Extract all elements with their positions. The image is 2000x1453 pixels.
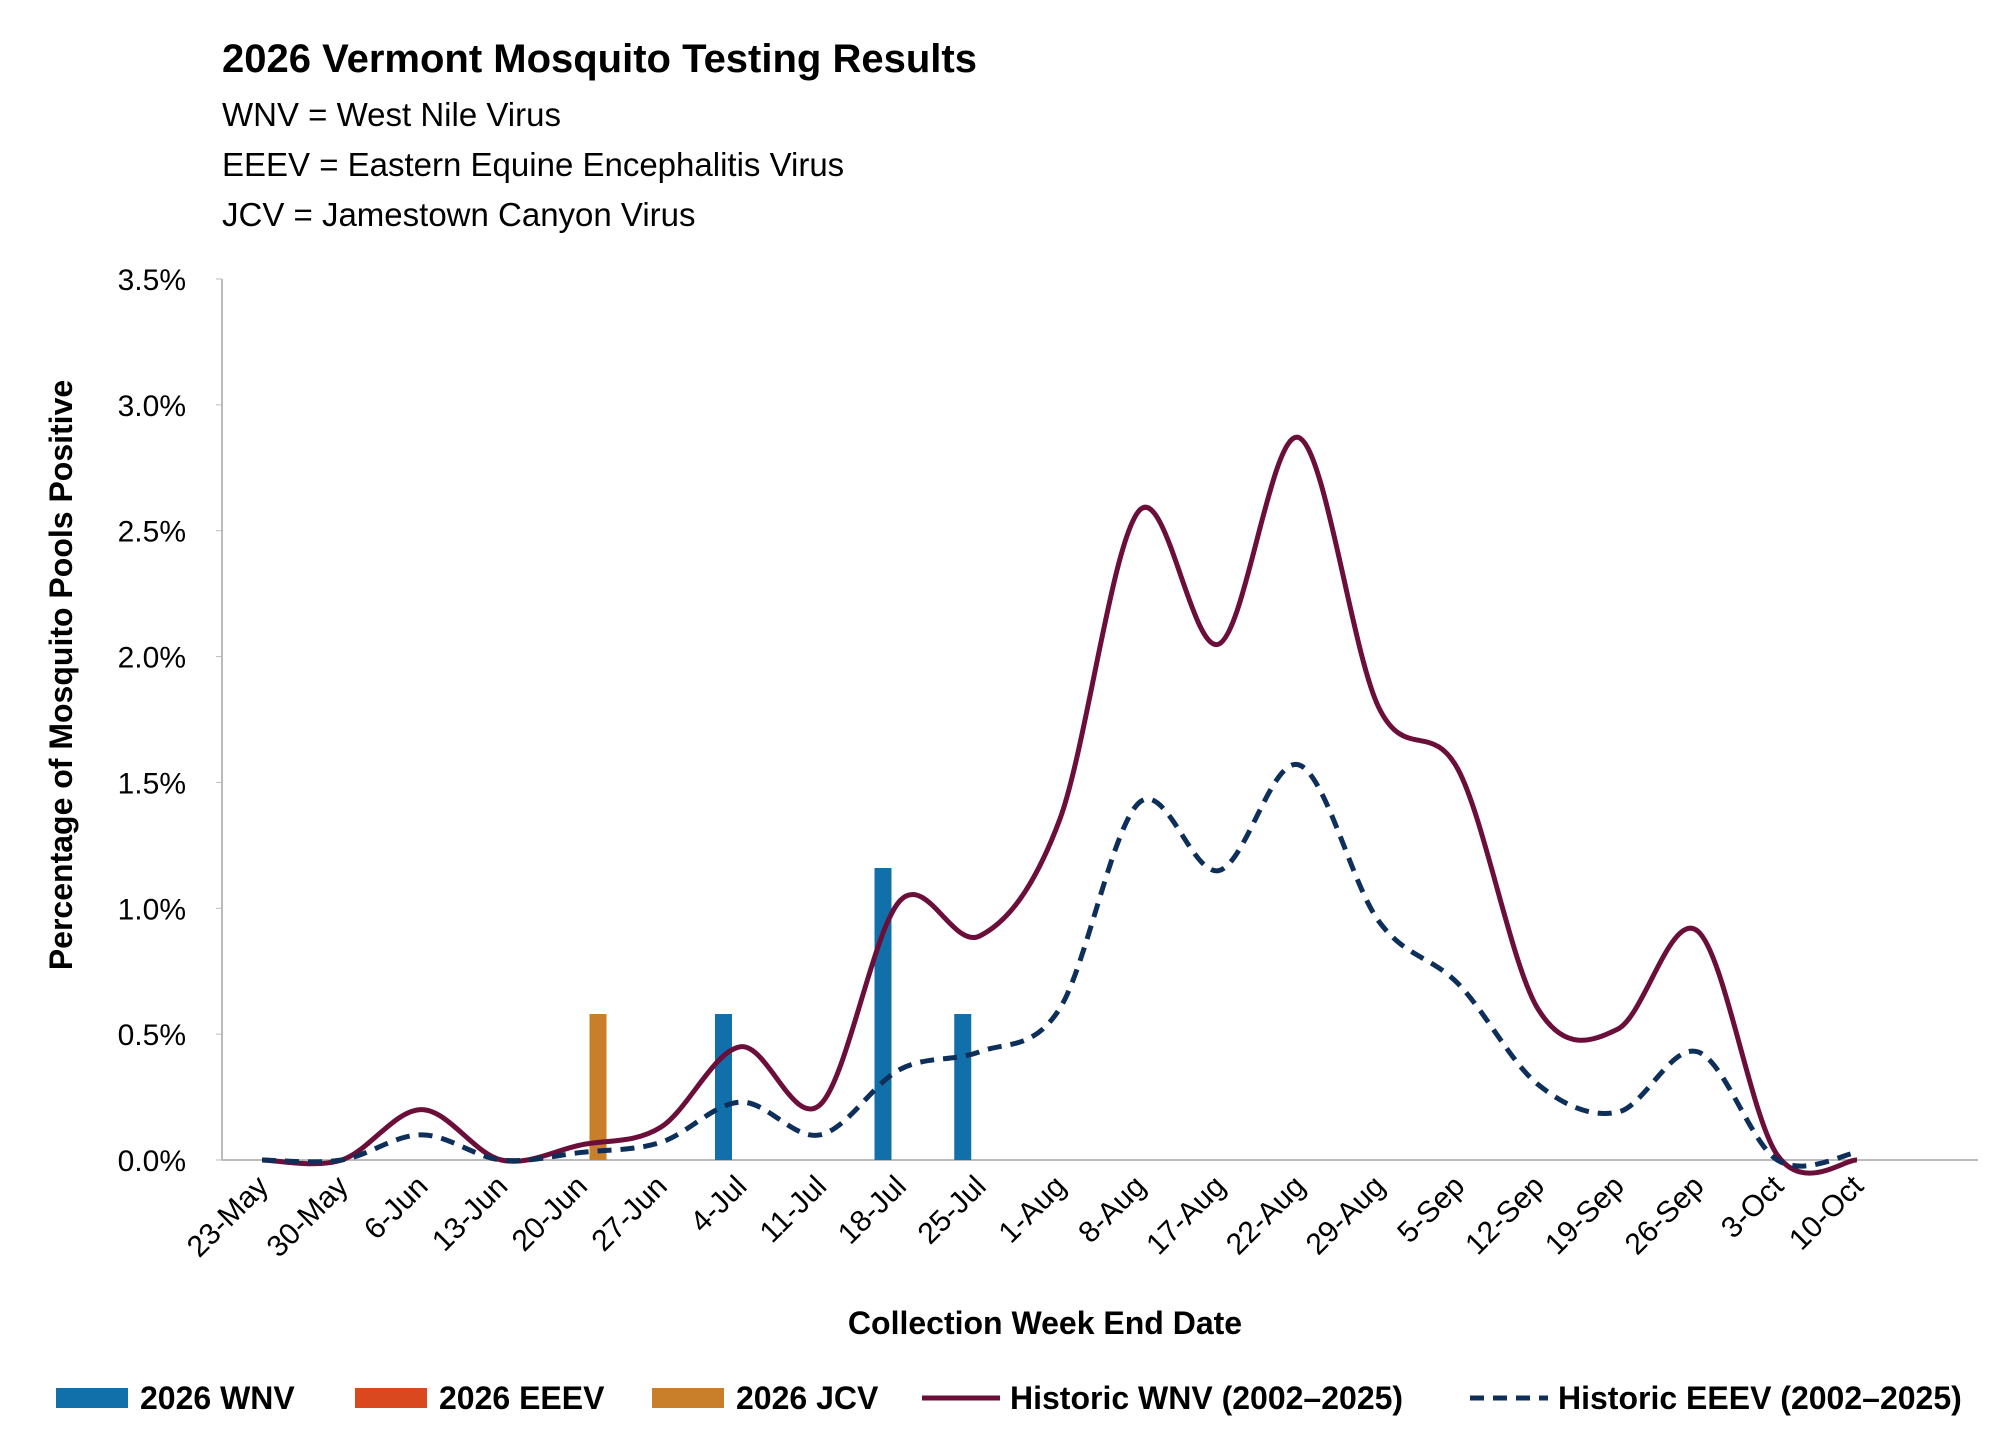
legend-swatch <box>56 1388 128 1408</box>
x-tick-label: 27-Jun <box>585 1170 673 1258</box>
legend-label: 2026 WNV <box>140 1380 295 1416</box>
legend-label: 2026 EEEV <box>439 1380 605 1416</box>
x-tick-label: 19-Sep <box>1539 1170 1631 1262</box>
x-tick-label: 17-Aug <box>1140 1170 1232 1262</box>
x-tick-label: 3-Oct <box>1715 1169 1791 1245</box>
y-tick-label: 0.5% <box>118 1019 186 1052</box>
bar <box>874 868 892 1160</box>
y-tick-label: 2.5% <box>118 516 186 549</box>
x-tick-label: 6-Jun <box>358 1170 434 1246</box>
subtitle: JCV = Jamestown Canyon Virus <box>222 196 696 233</box>
x-tick-label: 12-Sep <box>1459 1170 1551 1262</box>
x-tick-label: 18-Jul <box>832 1170 913 1251</box>
x-axis-title: Collection Week End Date <box>848 1305 1242 1341</box>
x-tick-label: 10-Oct <box>1783 1169 1870 1256</box>
legend-label: Historic WNV (2002–2025) <box>1010 1380 1403 1416</box>
y-tick-label: 2.0% <box>118 642 186 675</box>
legend-swatch <box>652 1388 724 1408</box>
bar <box>715 1014 732 1160</box>
y-tick-label: 3.0% <box>118 390 186 423</box>
legend-swatch <box>355 1388 427 1408</box>
y-axis-title: Percentage of Mosquito Pools Positive <box>43 380 79 970</box>
subtitle: WNV = West Nile Virus <box>222 96 561 133</box>
legend-label: Historic EEEV (2002–2025) <box>1558 1380 1962 1416</box>
y-tick-label: 1.5% <box>118 767 186 800</box>
x-tick-label: 13-Jun <box>426 1170 514 1258</box>
bar <box>589 1014 607 1160</box>
subtitle: EEEV = Eastern Equine Encephalitis Virus <box>222 146 844 183</box>
bar <box>954 1014 972 1160</box>
y-tick-label: 0.0% <box>118 1145 186 1178</box>
line-series <box>261 435 1858 1176</box>
x-tick-label: 20-Jun <box>506 1170 594 1258</box>
line-series <box>261 762 1858 1169</box>
x-tick-label: 29-Aug <box>1300 1170 1392 1262</box>
y-tick-label: 1.0% <box>118 893 186 926</box>
x-tick-label: 26-Sep <box>1619 1170 1711 1262</box>
x-tick-label: 4-Jul <box>684 1170 753 1239</box>
legend-label: 2026 JCV <box>736 1380 879 1416</box>
x-tick-label: 23-May <box>181 1170 275 1264</box>
y-tick-label: 3.5% <box>118 264 186 297</box>
chart-title: 2026 Vermont Mosquito Testing Results <box>222 37 977 81</box>
x-tick-label: 1-Aug <box>993 1170 1073 1250</box>
x-tick-label: 22-Aug <box>1220 1170 1312 1262</box>
x-tick-label: 30-May <box>261 1170 355 1264</box>
x-tick-label: 11-Jul <box>754 1170 834 1250</box>
x-tick-label: 25-Jul <box>912 1170 993 1251</box>
